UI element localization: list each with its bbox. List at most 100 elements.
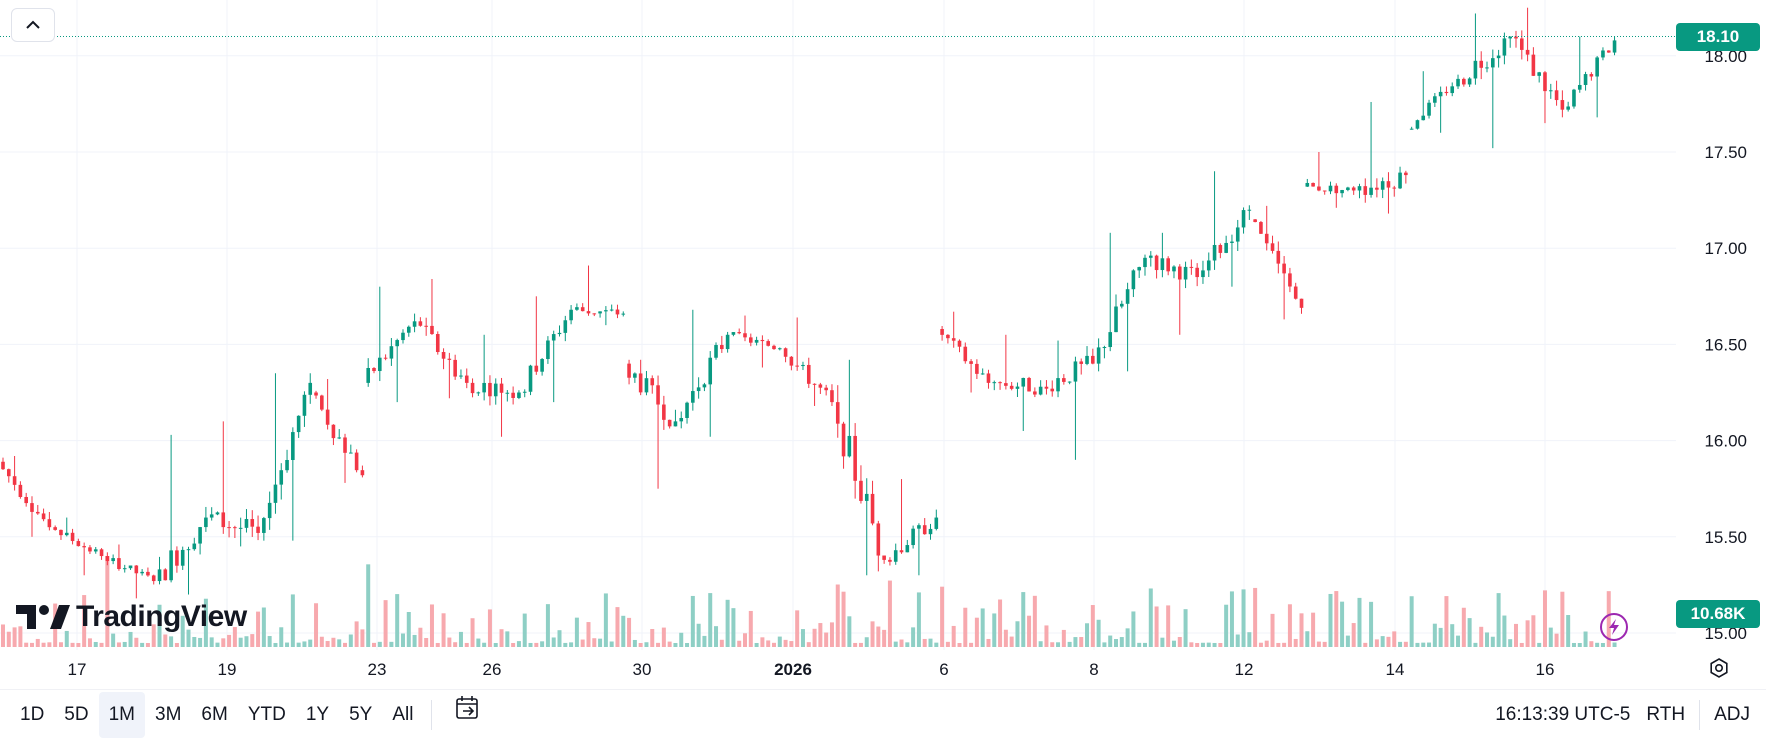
go-to-date-button[interactable]: [444, 690, 492, 740]
status-divider: [1699, 700, 1701, 730]
volume-bar: [1473, 642, 1478, 647]
tradingview-logo[interactable]: TradingView: [16, 600, 247, 634]
candle-body: [575, 307, 579, 310]
timezone-button[interactable]: 16:13:39 UTC-5: [1495, 704, 1631, 725]
volume-bar: [1432, 623, 1437, 647]
candle-body: [209, 514, 214, 518]
last-price-badge: 18.10: [1676, 22, 1760, 51]
range-all-button[interactable]: All: [392, 704, 414, 725]
candle-body: [267, 502, 272, 519]
candle-body: [372, 368, 376, 372]
volume-bar: [737, 640, 742, 647]
range-5d-button[interactable]: 5D: [64, 704, 89, 725]
volume-bar: [1571, 642, 1576, 647]
candle-body: [1270, 243, 1275, 251]
range-1y-button[interactable]: 1Y: [305, 704, 330, 725]
volume-bar: [679, 632, 684, 647]
volume-bar: [290, 594, 295, 647]
volume-bar: [835, 584, 840, 647]
candle-body: [917, 525, 921, 529]
candle-body: [70, 532, 75, 542]
adjust-button[interactable]: ADJ: [1714, 704, 1750, 725]
candle-body: [180, 549, 185, 566]
candle-body: [772, 345, 776, 350]
volume-bar: [325, 641, 330, 647]
candle-body: [24, 496, 28, 504]
range-6m-button[interactable]: 6M: [201, 704, 228, 725]
candle-body: [140, 571, 144, 574]
volume-bar: [516, 641, 521, 647]
volume-bar: [800, 629, 805, 647]
candle-body: [464, 375, 469, 383]
volume-bar: [1467, 618, 1472, 647]
candle-body: [331, 424, 336, 439]
volume-bar: [1056, 642, 1061, 647]
volume-bar: [1189, 642, 1194, 647]
candle-body: [969, 361, 973, 364]
candle-body: [824, 387, 828, 391]
candle-body: [476, 392, 481, 394]
volume-bar: [766, 640, 771, 647]
candle-body: [1415, 120, 1420, 129]
volume-bar: [1142, 642, 1147, 647]
volume-bar: [58, 642, 63, 647]
candle-body: [493, 383, 498, 397]
volume-bar: [928, 638, 933, 647]
volume-bar: [470, 618, 475, 647]
candle-body: [517, 392, 521, 398]
volume-bar: [574, 617, 579, 647]
time-axis[interactable]: 17 19 23 26 30 2026 6 8 12 14 16: [68, 660, 1555, 679]
gear-icon[interactable]: [1707, 656, 1731, 680]
volume-bar: [650, 629, 655, 647]
volume-bar: [522, 613, 527, 647]
candle-body: [899, 550, 904, 553]
volume-bar: [35, 638, 40, 647]
candle-body: [1311, 182, 1315, 187]
price-chart[interactable]: 18.00 17.50 17.00 16.50 16.00 15.50 15.00 17 19…: [0, 0, 1766, 690]
volume-bar: [1363, 642, 1368, 647]
range-ytd-button[interactable]: YTD: [247, 704, 286, 725]
range-5y-button[interactable]: 5Y: [349, 704, 373, 725]
range-1m-button[interactable]: 1M: [98, 692, 145, 738]
range-1d-button[interactable]: 1D: [20, 704, 45, 725]
session-button[interactable]: RTH: [1646, 704, 1686, 725]
candle-body: [377, 357, 382, 372]
candle-body: [766, 341, 770, 346]
volume-bar: [458, 631, 463, 647]
candle-body: [1015, 386, 1020, 389]
volume-bar: [1392, 631, 1397, 647]
candle-body: [1021, 377, 1026, 387]
volume-bar: [499, 629, 504, 647]
candle-body: [279, 470, 284, 485]
candle-body: [638, 373, 643, 393]
volume-bar: [441, 613, 446, 647]
candle-body: [998, 382, 1002, 384]
volume-bar: [1351, 623, 1356, 647]
candle-body: [1583, 74, 1588, 85]
candle-body: [696, 387, 701, 392]
candle-body: [673, 421, 678, 427]
volume-bar: [1131, 611, 1136, 647]
candle-body: [1537, 72, 1541, 76]
volume-bar: [818, 623, 823, 647]
candle-body: [1004, 383, 1008, 386]
toolbar-divider: [431, 700, 433, 730]
volume-bar: [1513, 623, 1518, 647]
collapse-button[interactable]: [11, 8, 55, 42]
volume-bar: [1096, 619, 1101, 647]
price-axis[interactable]: 18.00 17.50 17.00 16.50 16.00 15.50 15.00: [1704, 47, 1747, 643]
volume-bar: [1525, 620, 1530, 647]
realtime-data-button[interactable]: [1600, 613, 1628, 641]
candle-body: [204, 517, 208, 528]
candle-body: [1485, 67, 1489, 69]
candle-body: [760, 339, 765, 342]
candle-body: [35, 511, 40, 514]
volume-bar: [122, 641, 127, 647]
volume-bar: [957, 642, 962, 647]
range-3m-button[interactable]: 3M: [155, 704, 182, 725]
volume-bar: [1560, 591, 1565, 647]
volume-bar: [598, 638, 603, 647]
candle-body: [285, 460, 289, 471]
candle-body: [360, 470, 365, 476]
volume-bar: [1154, 606, 1159, 647]
